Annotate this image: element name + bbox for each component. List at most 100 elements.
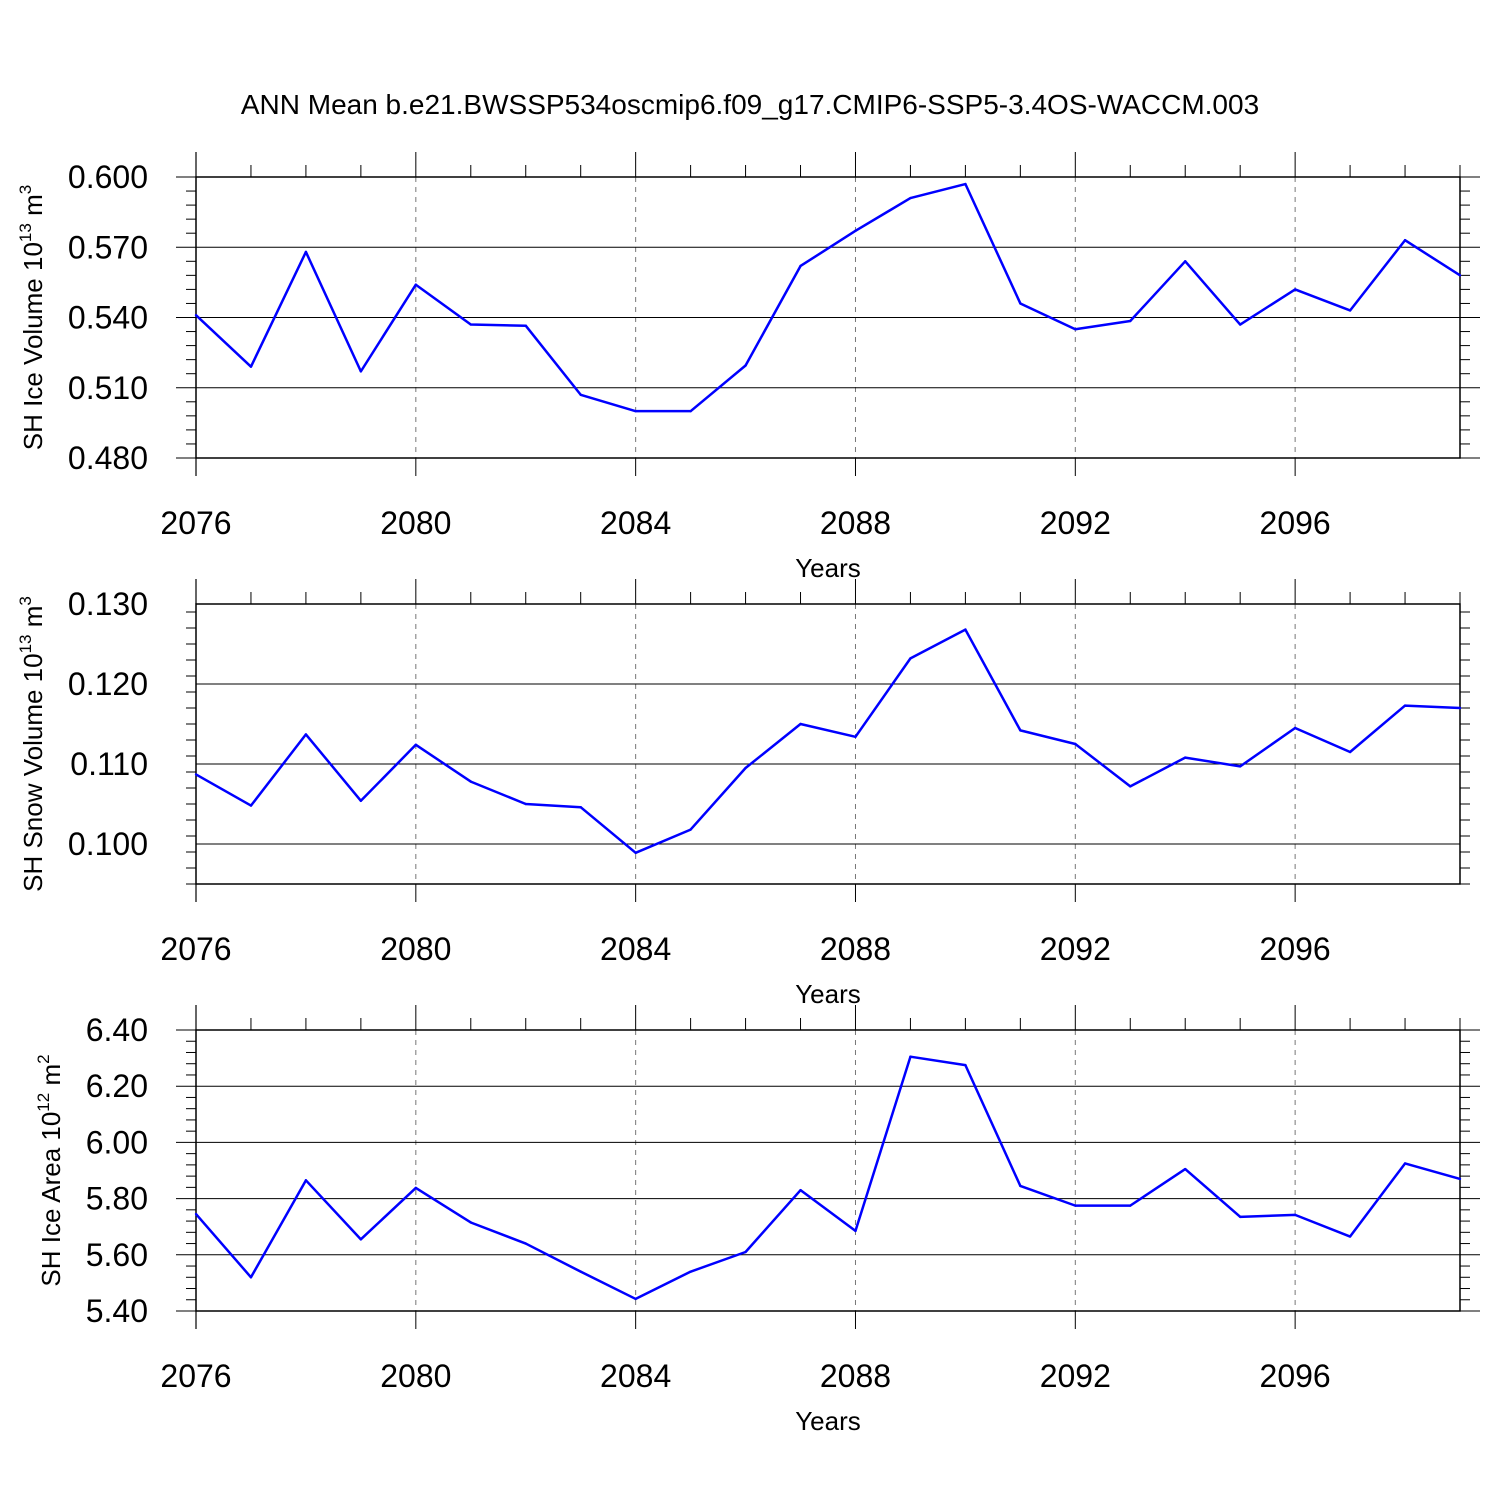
data-point (1019, 302, 1022, 305)
data-point (909, 1055, 912, 1058)
data-point (1238, 765, 1242, 768)
data-point (1184, 756, 1187, 759)
data-point (1019, 729, 1022, 732)
x-axis-label: Years (795, 1406, 861, 1436)
x-tick-label: 2092 (1040, 505, 1111, 541)
data-point (689, 409, 692, 413)
y-axis-label: SH Ice Area 1012 m2 (34, 1054, 66, 1286)
data-point (1184, 1167, 1187, 1171)
data-point (799, 1188, 802, 1192)
y-tick-label: 5.80 (86, 1181, 148, 1217)
chart-title: ANN Mean b.e21.BWSSP534oscmip6.f09_g17.C… (241, 89, 1259, 120)
data-point (1293, 288, 1297, 291)
x-tick-label: 2080 (380, 505, 451, 541)
data-point (1458, 1177, 1462, 1181)
x-tick-label: 2084 (600, 505, 671, 541)
data-point (964, 182, 967, 186)
data-point (799, 264, 802, 268)
y-axis-label-superscript: 12 (34, 1093, 53, 1112)
data-point (1348, 1235, 1352, 1238)
y-axis-label-superscript: 2 (34, 1054, 53, 1063)
data-point (909, 196, 912, 200)
data-point (304, 250, 308, 254)
data-point (1074, 328, 1077, 331)
chart-panel-3: 5.40 5.60 5.80 6.00 6.20 6.40 2076 2080 2084 2088… (34, 1005, 1480, 1436)
x-tick-label: 2076 (160, 1358, 231, 1394)
data-point (1458, 706, 1462, 710)
data-point (964, 628, 967, 631)
chart-panel-2: 0.100 0.110 0.120 0.130 2076 2080 2084 2088 2092… (16, 579, 1470, 1009)
x-tick-label: 2092 (1040, 931, 1111, 967)
y-tick-label: 5.40 (86, 1293, 148, 1329)
y-tick-label: 0.130 (68, 586, 148, 622)
data-point (524, 1242, 527, 1245)
y-tick-label: 0.120 (68, 666, 148, 702)
data-point (359, 1238, 363, 1241)
data-point (854, 229, 857, 233)
y-tick-label: 0.570 (68, 229, 148, 265)
data-point (414, 743, 418, 746)
data-point (469, 780, 472, 783)
data-point (634, 409, 637, 413)
y-tick-label: 0.480 (68, 440, 148, 476)
x-tick-label: 2096 (1260, 505, 1331, 541)
y-tick-label: 6.40 (86, 1012, 148, 1048)
data-point (744, 766, 747, 770)
y-tick-label: 6.20 (86, 1068, 148, 1104)
data-point (469, 1221, 472, 1224)
data-point (634, 1297, 637, 1301)
data-point (854, 735, 857, 738)
data-point (1293, 726, 1297, 730)
x-tick-label: 2084 (600, 931, 671, 967)
data-point (1293, 1213, 1297, 1217)
data-point (194, 1212, 198, 1216)
x-axis-label: Years (795, 553, 861, 583)
data-point (249, 1276, 253, 1279)
y-axis-label-superscript: 3 (16, 185, 35, 194)
x-tick-label: 2096 (1260, 931, 1331, 967)
y-axis-label: SH Snow Volume 1013 m3 (16, 596, 48, 892)
data-point (634, 851, 637, 854)
data-point (304, 1179, 308, 1182)
data-point (414, 283, 418, 286)
y-axis-label-text: m (18, 194, 48, 223)
data-point (1074, 1204, 1077, 1207)
series-line (195, 628, 1461, 855)
data-point (1238, 323, 1242, 326)
y-axis-label-text: m (18, 606, 48, 635)
y-axis-label-superscript: 13 (16, 223, 35, 242)
data-point (579, 393, 582, 396)
data-point (1403, 1162, 1407, 1165)
y-tick-label: 0.600 (68, 159, 148, 195)
y-tick-label: 0.540 (68, 300, 148, 336)
data-point (524, 802, 527, 806)
data-point (524, 324, 527, 327)
y-tick-label: 6.00 (86, 1124, 148, 1160)
y-tick-label: 0.510 (68, 370, 148, 406)
data-point (1238, 1215, 1242, 1219)
y-axis-label-text: SH Ice Area 10 (36, 1112, 66, 1287)
data-point (689, 828, 692, 831)
y-axis-label: SH Ice Volume 1013 m3 (16, 185, 48, 450)
x-tick-label: 2080 (380, 1358, 451, 1394)
y-tick-label: 0.100 (68, 826, 148, 862)
data-point (1348, 750, 1352, 754)
data-point (1129, 785, 1132, 788)
data-point (1403, 704, 1407, 707)
data-point (414, 1186, 418, 1190)
data-point (1129, 319, 1132, 323)
x-axis-label: Years (795, 979, 861, 1009)
x-tick-label: 2088 (820, 1358, 891, 1394)
series-line (195, 182, 1461, 413)
data-point (304, 733, 308, 736)
data-point (1458, 274, 1462, 277)
data-point (249, 804, 253, 807)
data-point (1403, 239, 1407, 242)
plot-frame (195, 603, 1461, 885)
data-point (469, 323, 472, 326)
data-point (799, 722, 802, 726)
y-axis-label-superscript: 13 (16, 634, 35, 653)
x-tick-label: 2076 (160, 505, 231, 541)
data-point (579, 1270, 582, 1273)
